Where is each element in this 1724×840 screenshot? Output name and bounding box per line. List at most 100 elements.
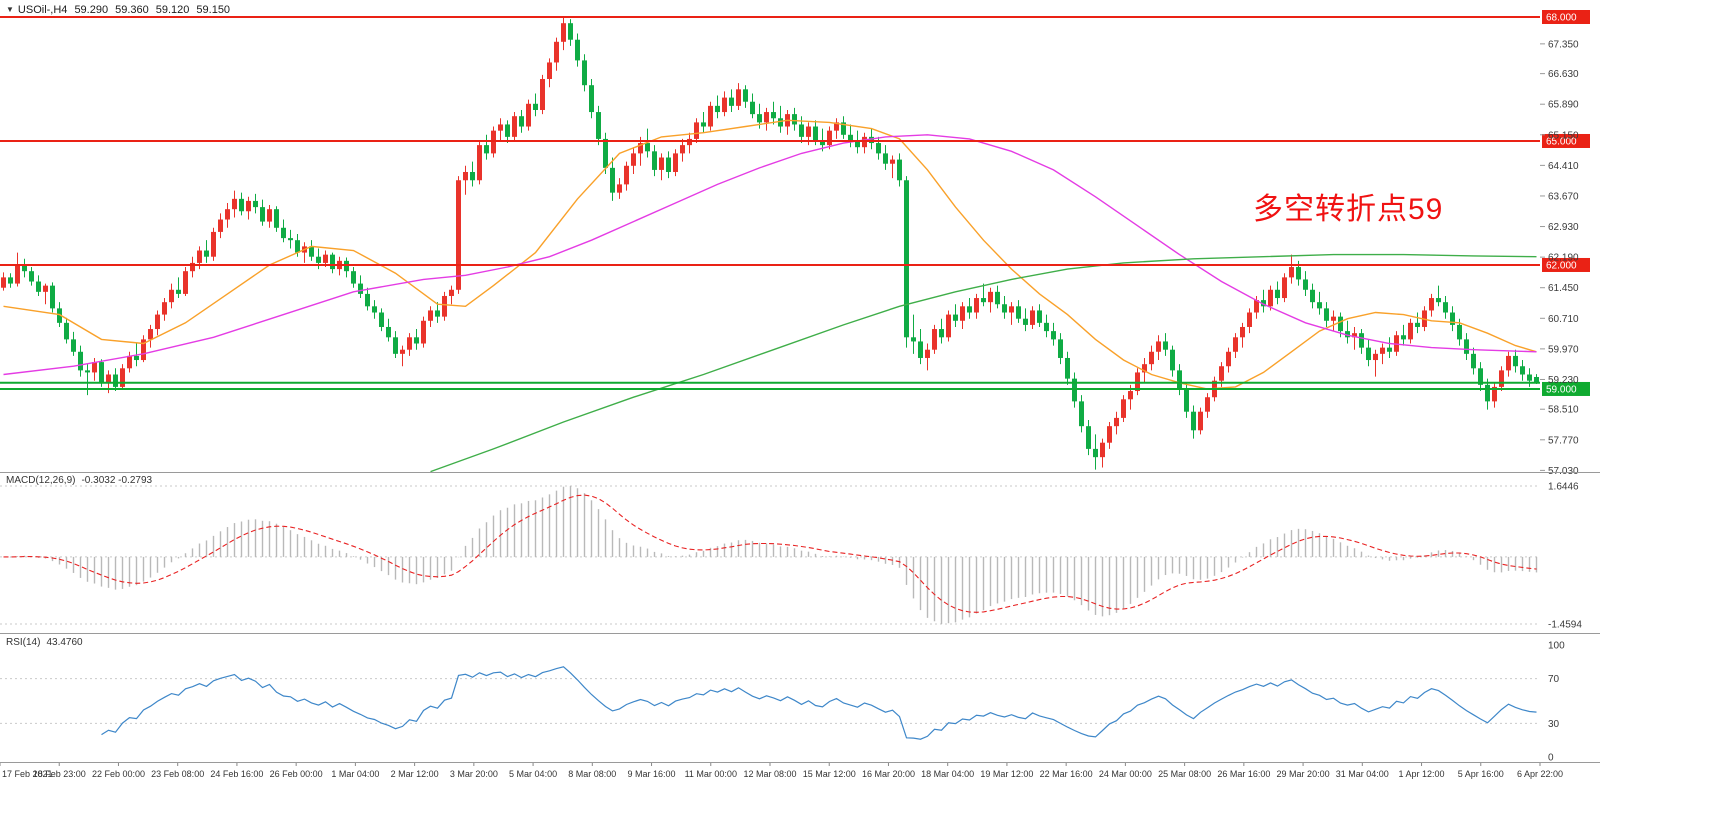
candle: [92, 357, 97, 381]
candle: [176, 277, 181, 299]
candle: [225, 202, 230, 228]
candle: [421, 316, 426, 348]
candle: [1170, 345, 1175, 377]
candle: [1072, 372, 1077, 408]
candle: [344, 257, 349, 278]
candle: [1317, 291, 1322, 315]
candle: [1436, 285, 1441, 307]
candle: [365, 287, 370, 311]
rsi-axis-label: 70: [1548, 674, 1560, 685]
candle: [428, 306, 433, 327]
svg-text:62.000: 62.000: [1546, 260, 1577, 271]
rsi-line: [101, 666, 1537, 740]
candle: [1464, 333, 1469, 361]
horizontal-lines-layer: [0, 16, 1540, 390]
date-label: 1 Apr 12:00: [1399, 769, 1445, 779]
candle: [1065, 351, 1070, 385]
date-label: 31 Mar 04:00: [1336, 769, 1389, 779]
candle: [491, 126, 496, 158]
date-label: 24 Mar 00:00: [1099, 769, 1152, 779]
candle: [337, 256, 342, 276]
candle: [113, 368, 118, 392]
candle: [449, 285, 454, 305]
candle: [666, 151, 671, 179]
candle: [1282, 273, 1287, 303]
candle: [477, 140, 482, 185]
candle: [1261, 289, 1266, 313]
candle: [78, 345, 83, 377]
macd-indicator-label: MACD(12,26,9) -0.3032 -0.2793: [6, 475, 152, 486]
candle: [736, 83, 741, 110]
candle: [960, 302, 965, 330]
candle: [246, 196, 251, 220]
rsi-indicator-label: RSI(14) 43.4760: [6, 637, 83, 648]
candle: [925, 343, 930, 371]
candle: [414, 329, 419, 350]
candle: [260, 199, 265, 226]
collapse-triangle-icon[interactable]: ▼: [6, 5, 14, 14]
candle: [1044, 314, 1049, 338]
candle: [526, 99, 531, 131]
candle: [1366, 339, 1371, 367]
candle: [512, 112, 517, 141]
candle: [36, 275, 41, 296]
candle: [722, 91, 727, 117]
candle: [1156, 335, 1161, 361]
candle: [1331, 310, 1336, 332]
candle: [330, 252, 335, 274]
ma-fast-orange: [3, 119, 1537, 390]
candle: [1401, 324, 1406, 346]
candle: [351, 267, 356, 288]
date-label: 25 Mar 08:00: [1158, 769, 1211, 779]
candle: [386, 318, 391, 342]
candle: [1100, 438, 1105, 468]
price-axis-label: 63.670: [1548, 191, 1579, 202]
candle: [1527, 368, 1532, 387]
candle: [897, 153, 902, 187]
annotation-text: 多空转折点59: [1253, 193, 1444, 226]
candle: [1520, 360, 1525, 381]
ma-mid-magenta: [3, 134, 1537, 376]
candle: [372, 300, 377, 319]
candle: [1149, 345, 1154, 371]
candle: [533, 93, 538, 117]
candle: [729, 89, 734, 113]
candle: [148, 324, 153, 348]
candle: [974, 293, 979, 319]
candle: [708, 101, 713, 131]
price-axis-label: 65.890: [1548, 100, 1579, 111]
candle: [1443, 295, 1448, 319]
candle: [1226, 347, 1231, 373]
date-label: 12 Mar 08:00: [743, 769, 796, 779]
candle: [1086, 419, 1091, 456]
candle: [274, 206, 279, 232]
price-axis-label: 67.350: [1548, 39, 1579, 50]
candle: [1485, 378, 1490, 410]
candle: [1268, 285, 1273, 311]
date-label: 24 Feb 16:00: [210, 769, 263, 779]
candle: [862, 132, 867, 154]
ma-slow-green: [430, 253, 1537, 473]
date-label: 2 Mar 12:00: [391, 769, 439, 779]
candle: [71, 331, 76, 356]
candle: [659, 153, 664, 181]
candle: [1506, 351, 1511, 377]
candle: [596, 105, 601, 146]
candle: [680, 138, 685, 162]
candle: [43, 283, 48, 305]
candle: [932, 324, 937, 354]
candle: [547, 58, 552, 88]
date-label: 22 Feb 00:00: [92, 769, 145, 779]
candle: [1345, 320, 1350, 344]
candle: [1499, 366, 1504, 392]
macd-histogram: [9, 486, 1538, 624]
candle: [169, 283, 174, 309]
candle: [624, 161, 629, 191]
ohlc-low: 59.120: [155, 4, 190, 16]
candle: [183, 267, 188, 296]
date-label: 18 Mar 04:00: [921, 769, 974, 779]
candle: [463, 165, 468, 195]
candle: [1191, 405, 1196, 439]
date-label: 22 Mar 16:00: [1040, 769, 1093, 779]
